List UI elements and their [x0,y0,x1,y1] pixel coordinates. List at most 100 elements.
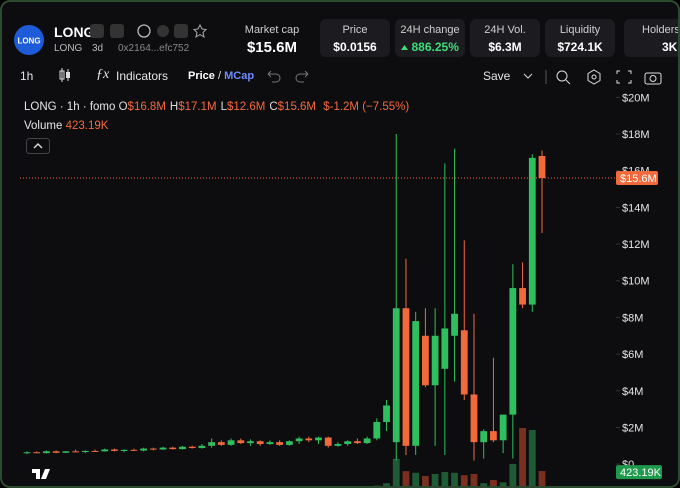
age: 3d [92,43,104,54]
volume-bar [412,472,420,486]
stat-label: 24H Vol. [484,24,526,36]
candle-body [208,442,216,446]
stat-value: 886.25% [411,40,459,54]
stat-change: 24H change 886.25% [395,19,465,57]
volume-legend: Volume 423.19K [24,120,108,132]
address[interactable]: 0x2164...efc752 [118,43,190,54]
volume-value: 423.19K [65,120,109,132]
candle-body [111,449,118,451]
candle-body [188,446,196,449]
undo-redo[interactable] [264,68,312,84]
candle-body [140,448,148,451]
social-icons[interactable] [90,23,210,39]
candle-body [441,328,449,369]
y-tick-label: $12M [622,239,650,251]
candle-body [519,288,526,305]
candle-body [43,451,50,454]
y-tick-label: $8M [622,312,643,324]
volume-bar [431,474,439,486]
stat-value: 3K [662,40,678,54]
stat-label: Liquidity [559,24,601,36]
candle-body [509,288,517,415]
stat-value: $15.6M [246,39,298,56]
candle-body [247,441,254,444]
candle-body [120,449,128,451]
candle-body [23,452,31,454]
candle-body [412,321,420,446]
candle-body [179,446,186,450]
candle-body [334,443,342,446]
stat-label: 24H change [400,24,460,36]
collapse-button[interactable] [26,138,50,154]
volume-label: Volume [24,120,63,132]
candle-body [52,451,60,453]
volume-bar [451,472,458,486]
candle-body [91,450,99,452]
candle-body [460,330,468,395]
volume-bar [402,471,410,486]
ohlc-key: L [220,101,227,113]
stat-label: Holders [642,24,680,36]
volume-bar [528,430,536,486]
y-tick-label: $20M [622,92,650,104]
candle-body [266,442,274,444]
candle-body [353,441,361,444]
volume-bar [509,464,517,486]
stat-volume: 24H Vol. $6.3M [470,19,540,57]
candle-body [421,335,429,386]
candle-body [33,452,41,454]
ohlc-key: C [269,101,278,113]
interval[interactable]: 1h [20,69,34,83]
stat-market-cap: Market cap $15.6M [234,24,310,56]
indicators[interactable]: Indicators [116,69,169,83]
y-tick-label: $10M [622,276,650,288]
candle-body [538,156,546,179]
stat-value: $724.1K [557,40,603,54]
up-arrow [401,45,409,50]
toolbar-icons[interactable] [522,68,667,86]
ohlc-value: $12.6M [226,101,266,113]
candle-body [490,431,497,441]
ohlc-key: H [169,101,179,113]
candle-body [159,447,167,450]
candle-body [363,438,371,444]
price-toggle[interactable]: Price [188,70,215,82]
candle-body [305,438,313,441]
y-tick-label: $4M [622,386,643,398]
stat-value-wrap: 886.25% [395,40,465,54]
candle-body [451,313,458,336]
candle-body [528,157,536,305]
candle-body [237,440,245,444]
volume-bar [519,428,526,486]
candle-body [149,448,157,450]
candle-body [392,308,400,443]
candle-body [499,414,507,441]
mcap-toggle[interactable]: MCap [224,70,255,82]
candle-body [480,431,488,443]
y-tick-label: $6M [622,349,643,361]
chart-type-icon[interactable] [58,66,72,84]
volume-tag [616,465,662,480]
legend-change: $-1.2M (−7.55%) [323,101,410,113]
last-price-tag [616,171,658,186]
stat-label: Price [342,24,368,36]
legend-title: LONG · 1h · fomo [24,101,116,113]
fx-icon: ƒx [96,67,110,82]
volume-bar [383,483,390,486]
ohlc-key: O [118,101,128,113]
candle-body [431,335,439,386]
volume-bar [421,476,429,486]
candle-body [72,451,79,453]
candle-body [198,445,206,449]
candle-body [470,394,478,443]
volume-bar [538,471,546,486]
save[interactable]: Save [483,69,511,83]
volume-bar [490,480,497,486]
price-mcap[interactable]: Price / MCap [188,70,254,82]
logo-text: LONG [17,37,40,46]
logo: LONG [14,25,44,55]
stat-value: $6.3M [488,40,522,54]
candle-body [344,441,352,444]
